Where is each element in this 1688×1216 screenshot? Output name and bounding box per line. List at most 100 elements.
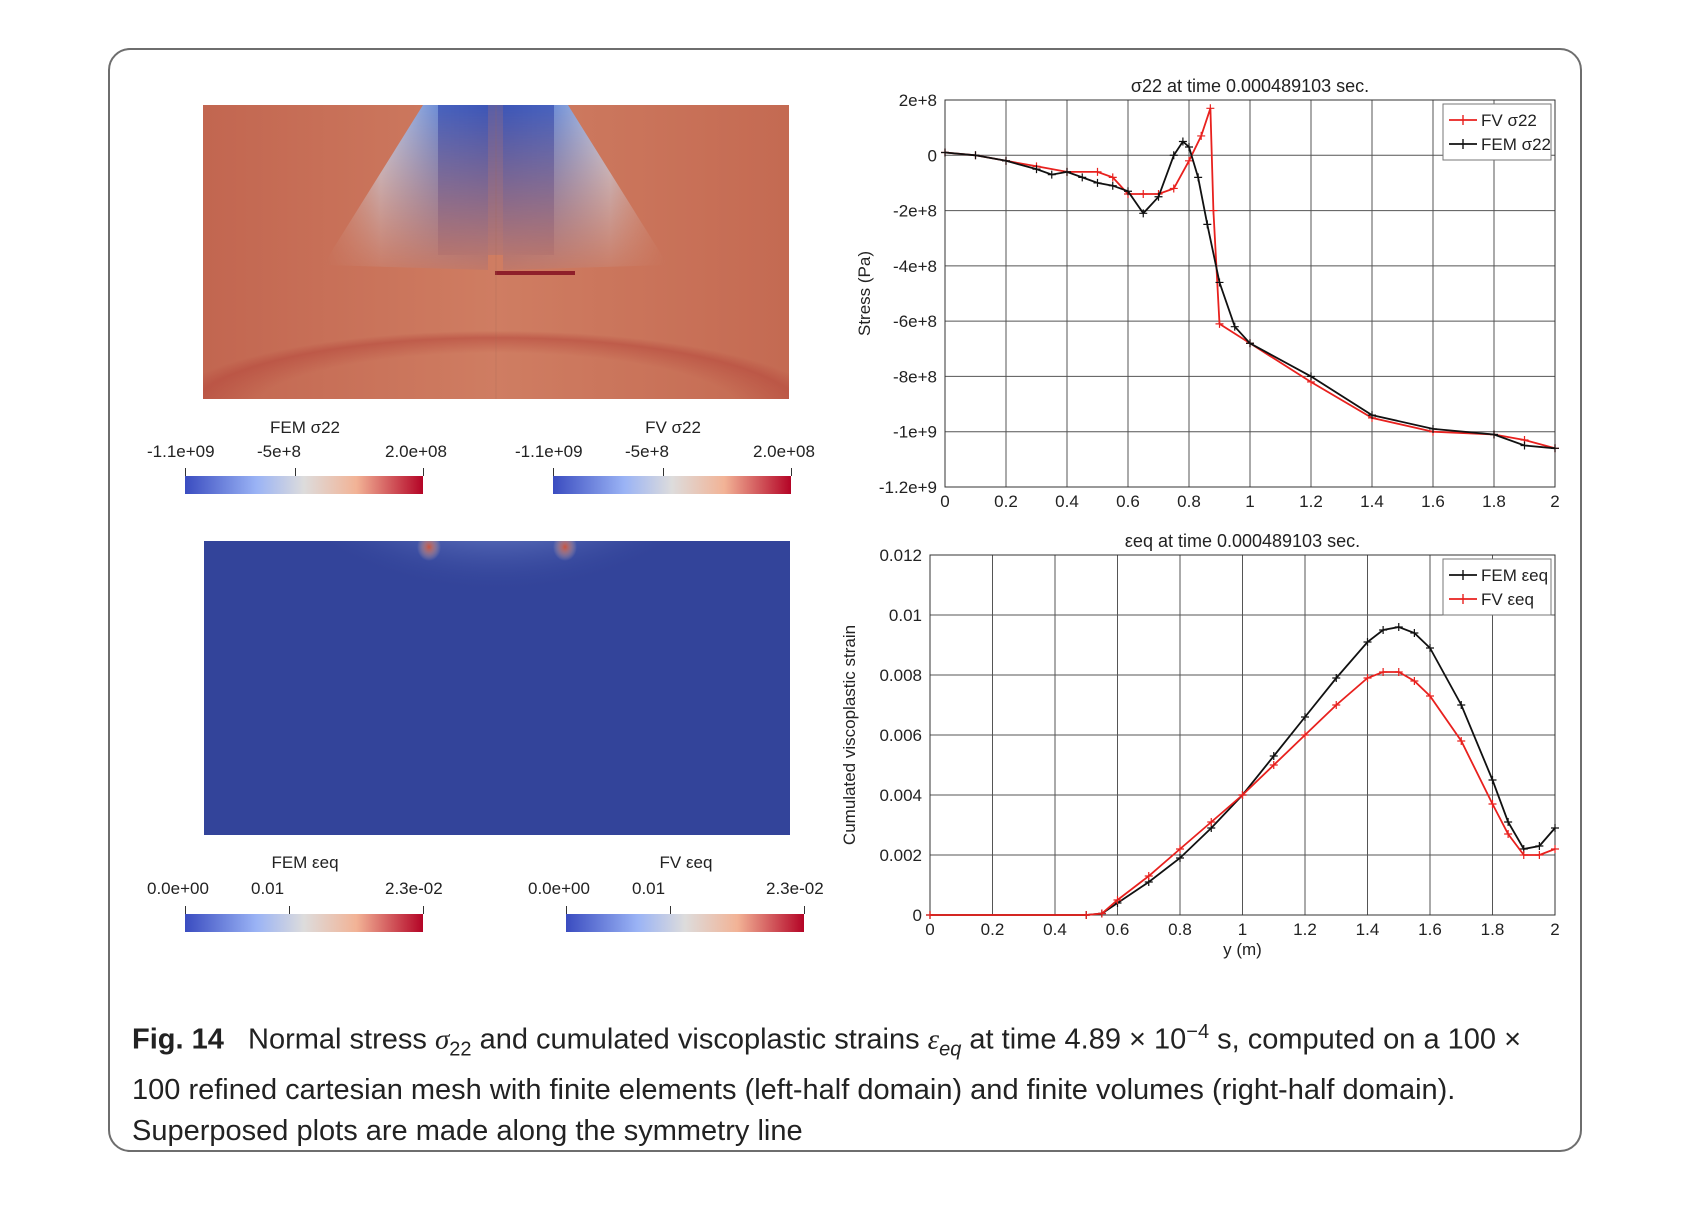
colorbar-title: FEM σ22 — [269, 418, 340, 437]
caption-sup-1: −4 — [1186, 1021, 1210, 1043]
y-axis-label: Cumulated viscoplastic strain — [840, 625, 859, 845]
x-tick-label: 0 — [925, 920, 934, 939]
data-point-marker — [1238, 791, 1247, 799]
data-point-marker — [1194, 173, 1203, 182]
x-tick-label: 2 — [1550, 920, 1559, 939]
stress-field-plot — [203, 105, 789, 399]
data-point-marker — [1144, 872, 1153, 880]
data-point-marker — [926, 911, 934, 919]
data-point-marker — [1078, 173, 1087, 182]
y-tick-label: 0.012 — [879, 546, 922, 565]
data-point-marker — [1379, 668, 1388, 676]
data-point-marker — [1488, 776, 1497, 784]
x-tick-label: 1.8 — [1482, 492, 1506, 511]
x-tick-label: 1.6 — [1421, 492, 1445, 511]
data-point-marker — [1215, 319, 1224, 328]
plot-area-border — [929, 554, 1556, 916]
data-point-marker — [1154, 192, 1163, 201]
y-tick-label: -2e+8 — [893, 202, 937, 221]
data-point-marker — [1230, 322, 1239, 331]
data-point-marker — [1410, 629, 1419, 637]
data-point-marker — [1519, 851, 1528, 859]
colorbar-tick-mark — [185, 906, 186, 914]
y-tick-label: 0 — [928, 146, 937, 165]
data-point-marker — [1269, 752, 1278, 760]
caption-text-3: at time 4.89 × 10 — [961, 1023, 1187, 1056]
y-tick-label: 0.006 — [879, 726, 922, 745]
data-point-marker — [1551, 444, 1559, 453]
series-line — [930, 626, 1556, 916]
colorbar-tick-label: -5e+8 — [625, 442, 669, 461]
x-tick-label: 0.4 — [1043, 920, 1067, 939]
data-point-marker — [1169, 184, 1178, 193]
data-point-marker — [1368, 411, 1376, 420]
legend-label: FV εeq — [1481, 590, 1534, 609]
x-tick-label: 1.2 — [1293, 920, 1317, 939]
colorbar-gradient — [185, 914, 423, 932]
colorbar-tick-label: 0.0e+00 — [528, 879, 590, 898]
stress-line-chart: 0 0.2 0.4 0.6 0.8 1 1.2 1.4 1.6 1.8 2 2e+8 0 -2e+8 -4e… — [855, 76, 1560, 515]
data-point-marker — [941, 148, 949, 157]
data-point-marker — [1269, 761, 1278, 769]
data-point-marker — [1203, 220, 1212, 229]
data-point-marker — [1139, 209, 1148, 218]
caption-text-1: Normal stress — [248, 1023, 435, 1056]
data-point-marker — [1097, 909, 1106, 918]
data-point-marker — [1363, 674, 1372, 682]
data-point-marker — [1139, 189, 1148, 198]
x-tick-label: 0 — [940, 492, 949, 511]
data-point-marker — [1301, 731, 1309, 739]
x-axis-label: y (m) — [1223, 940, 1262, 959]
x-tick-label: 1 — [1245, 492, 1254, 511]
strain-line-chart: 0 0.2 0.4 0.6 0.8 1 1.2 1.4 1.6 1.8 2 0.012 0.01 0.00… — [840, 531, 1560, 959]
data-point-marker — [1394, 668, 1403, 676]
chart-title: σ22 at time 0.000489103 sec. — [1131, 76, 1369, 96]
data-point-marker — [1082, 911, 1091, 919]
data-point-marker — [1457, 737, 1466, 745]
y-tick-label: -1e+9 — [893, 423, 937, 442]
colorbar-tick-label: -1.1e+09 — [147, 442, 215, 461]
x-tick-label: 1.2 — [1299, 492, 1323, 511]
data-point-marker — [1176, 845, 1184, 853]
data-point-marker — [1185, 142, 1193, 151]
colorbar-tick-mark — [295, 468, 296, 476]
data-point-marker — [1332, 701, 1341, 709]
data-point-marker — [1551, 824, 1559, 832]
data-point-marker — [1332, 674, 1341, 682]
colorbar-tick-label: 0.0e+00 — [147, 879, 209, 898]
x-tick-label: 0.2 — [994, 492, 1018, 511]
legend-label: FEM εeq — [1481, 566, 1548, 585]
data-point-marker — [1535, 851, 1544, 859]
colorbar-gradient — [566, 914, 804, 932]
colorbar-tick-label: 0.01 — [251, 879, 285, 898]
colorbar-tick-mark — [791, 468, 792, 476]
x-tick-label: 0.6 — [1106, 920, 1130, 939]
colorbar-tick-mark — [663, 468, 664, 476]
x-tick-label: 0.6 — [1116, 492, 1140, 511]
colorbar-tick-label: 2.0e+08 — [753, 442, 815, 461]
colorbar-tick-label: 2.3e-02 — [766, 879, 824, 898]
data-point-marker — [1426, 692, 1434, 700]
colorbar-title: FEM εeq — [271, 853, 339, 872]
x-tick-label: 1.4 — [1360, 492, 1384, 511]
data-point-marker — [1176, 854, 1184, 862]
x-tick-label: 1.4 — [1356, 920, 1380, 939]
y-tick-label: 2e+8 — [899, 91, 937, 110]
y-tick-label: -6e+8 — [893, 312, 937, 331]
data-point-marker — [1197, 131, 1206, 140]
data-point-marker — [1426, 644, 1434, 652]
colorbar-tick-mark — [553, 468, 554, 476]
x-tick-label: 0.8 — [1177, 492, 1201, 511]
data-point-marker — [1301, 713, 1309, 721]
data-point-marker — [1307, 372, 1315, 381]
caption-sub-1: 22 — [449, 1038, 472, 1061]
y-tick-label: 0 — [913, 906, 922, 925]
x-tick-label: 0.4 — [1055, 492, 1079, 511]
data-point-marker — [1551, 845, 1559, 853]
legend-label: FEM σ22 — [1481, 135, 1551, 154]
data-point-marker — [1209, 206, 1218, 215]
data-point-marker — [1488, 800, 1497, 808]
data-point-marker — [1002, 156, 1010, 165]
data-point-marker — [1520, 441, 1529, 450]
data-point-marker — [1093, 167, 1102, 176]
